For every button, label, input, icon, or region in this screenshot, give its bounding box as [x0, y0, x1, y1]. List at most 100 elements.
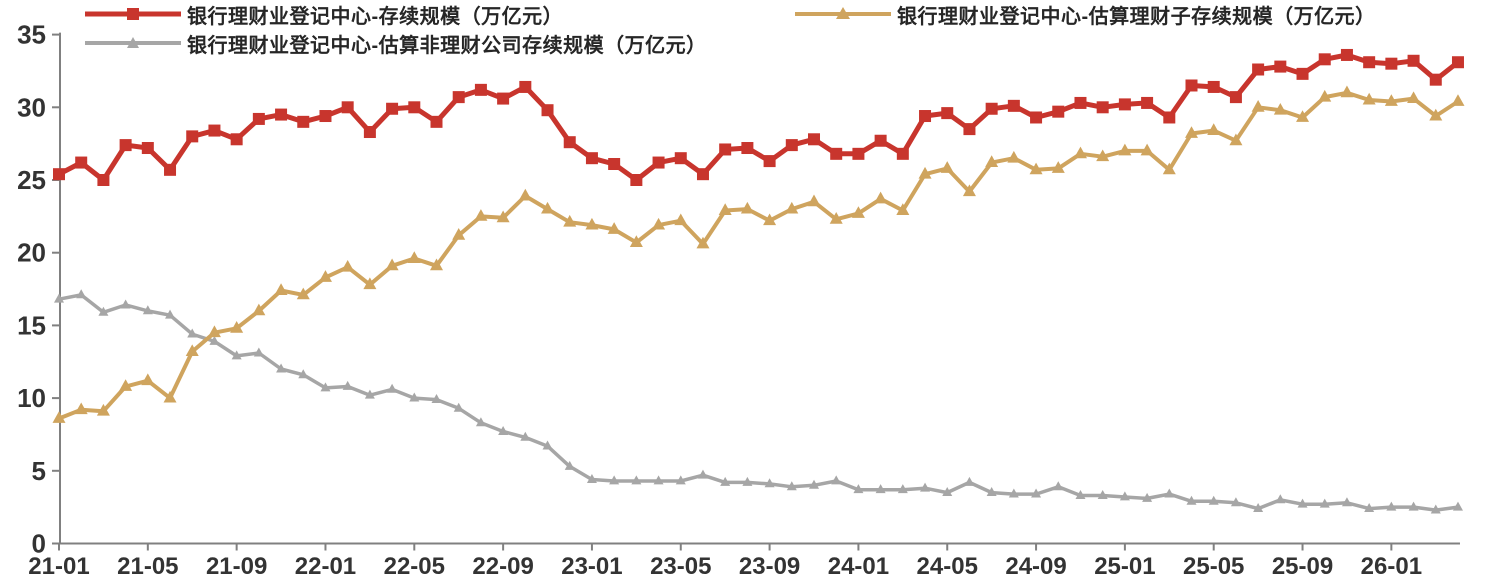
series-1-marker	[1429, 108, 1443, 121]
series-1-marker	[296, 287, 310, 300]
series-0-marker	[563, 136, 576, 149]
series-0-marker	[408, 101, 421, 114]
series-1-marker	[740, 201, 754, 214]
series-1-marker	[1051, 161, 1065, 173]
series-2-marker	[1208, 495, 1219, 505]
series-2-marker	[1386, 501, 1397, 511]
series-0-marker	[630, 174, 643, 186]
series-2-marker	[120, 299, 131, 309]
series-0-marker	[941, 107, 954, 120]
series-1-marker	[1340, 85, 1354, 98]
series-1-marker	[1073, 146, 1087, 159]
series-1-marker	[207, 325, 221, 338]
series-2-marker	[631, 475, 642, 485]
legend-label-wealthco-scale: 银行理财业登记中心-估算理财子存续规模（万亿元）	[897, 5, 1376, 28]
series-2-marker	[964, 476, 975, 486]
series-0-marker	[808, 133, 821, 146]
series-0-marker	[1429, 73, 1442, 86]
series-1-marker	[585, 217, 599, 230]
series-2-marker	[786, 481, 797, 491]
series-2-marker	[1008, 488, 1019, 498]
series-1-marker	[896, 203, 910, 215]
series-2-marker	[542, 440, 553, 450]
series-0-marker	[474, 83, 487, 96]
series-2-marker	[520, 431, 531, 441]
y-tick-label: 10	[17, 383, 46, 413]
series-1-marker	[252, 303, 266, 316]
series-0-marker	[985, 102, 998, 115]
series-2-marker	[320, 382, 331, 392]
series-1-marker	[985, 155, 999, 167]
series-0-marker	[696, 168, 709, 181]
series-0-marker	[874, 134, 887, 147]
series-1-marker	[1318, 89, 1332, 102]
series-2-marker	[54, 293, 64, 303]
series-1-marker	[1273, 102, 1287, 115]
series-1-marker	[119, 379, 133, 391]
series-1-marker	[1207, 123, 1221, 136]
series-2-marker	[1341, 497, 1352, 507]
series-0-marker	[119, 139, 132, 152]
series-0-marker	[97, 174, 110, 186]
series-0-marker	[186, 130, 199, 143]
series-1-marker	[563, 214, 577, 227]
series-0-marker	[386, 102, 399, 115]
series-0-marker	[1074, 96, 1087, 109]
series-2-marker	[742, 476, 753, 486]
series-1-marker	[1140, 143, 1154, 156]
series-1-marker	[763, 213, 777, 226]
series-1-marker	[1029, 162, 1043, 175]
legend-label-total-scale: 银行理财业登记中心-存续规模（万亿元）	[187, 5, 564, 28]
y-tick-label: 5	[32, 456, 46, 486]
series-0-marker	[1007, 99, 1020, 112]
legend-item-wealthco-scale: 银行理财业登记中心-估算理财子存续规模（万亿元）	[795, 3, 1376, 28]
series-1-marker	[1229, 133, 1243, 146]
series-2-marker	[942, 487, 953, 497]
series-1-marker	[341, 259, 355, 272]
x-tick-label: 22-05	[384, 553, 445, 580]
series-0-marker	[75, 156, 88, 169]
series-0-marker	[830, 147, 843, 160]
x-tick-label: 22-01	[295, 553, 356, 580]
series-2-marker	[1142, 492, 1153, 502]
series-2-marker	[920, 482, 931, 492]
y-tick-label: 0	[32, 529, 46, 559]
series-0-marker	[1407, 54, 1420, 67]
series-2-marker	[76, 289, 87, 299]
series-0-marker	[741, 142, 754, 155]
y-tick-label: 20	[17, 238, 46, 268]
x-tick-label: 21-01	[28, 553, 89, 580]
series-1-marker	[363, 277, 377, 290]
series-2-marker	[564, 460, 575, 470]
series-2-marker	[475, 417, 486, 427]
series-2-marker	[453, 402, 464, 412]
series-0-marker	[1451, 56, 1464, 69]
series-2-marker	[1364, 503, 1375, 513]
x-tick-label: 24-05	[917, 553, 978, 580]
series-2-marker	[831, 475, 842, 485]
series-2-marker	[98, 306, 109, 316]
series-2-marker	[1053, 481, 1064, 491]
series-2-marker	[697, 469, 708, 479]
y-tick-label: 15	[17, 310, 46, 340]
series-1-marker	[96, 403, 110, 416]
series-line-1	[57, 90, 1460, 421]
series-2-marker	[653, 475, 664, 485]
series-2-marker	[165, 309, 176, 319]
series-1-marker	[74, 402, 88, 415]
series-0-marker	[1118, 98, 1131, 111]
series-2-marker	[253, 347, 264, 357]
series-1-marker	[851, 206, 865, 218]
series-2-marker	[342, 380, 353, 390]
series-0-marker	[519, 80, 532, 93]
series-1-marker	[318, 270, 332, 282]
series-2-marker	[276, 363, 287, 373]
series-0-marker	[297, 115, 310, 128]
series-2-marker	[1119, 491, 1130, 501]
series-0-marker	[1141, 96, 1154, 109]
x-tick-label: 22-09	[472, 553, 533, 580]
series-0-marker	[919, 110, 932, 123]
series-1-marker	[674, 213, 688, 226]
